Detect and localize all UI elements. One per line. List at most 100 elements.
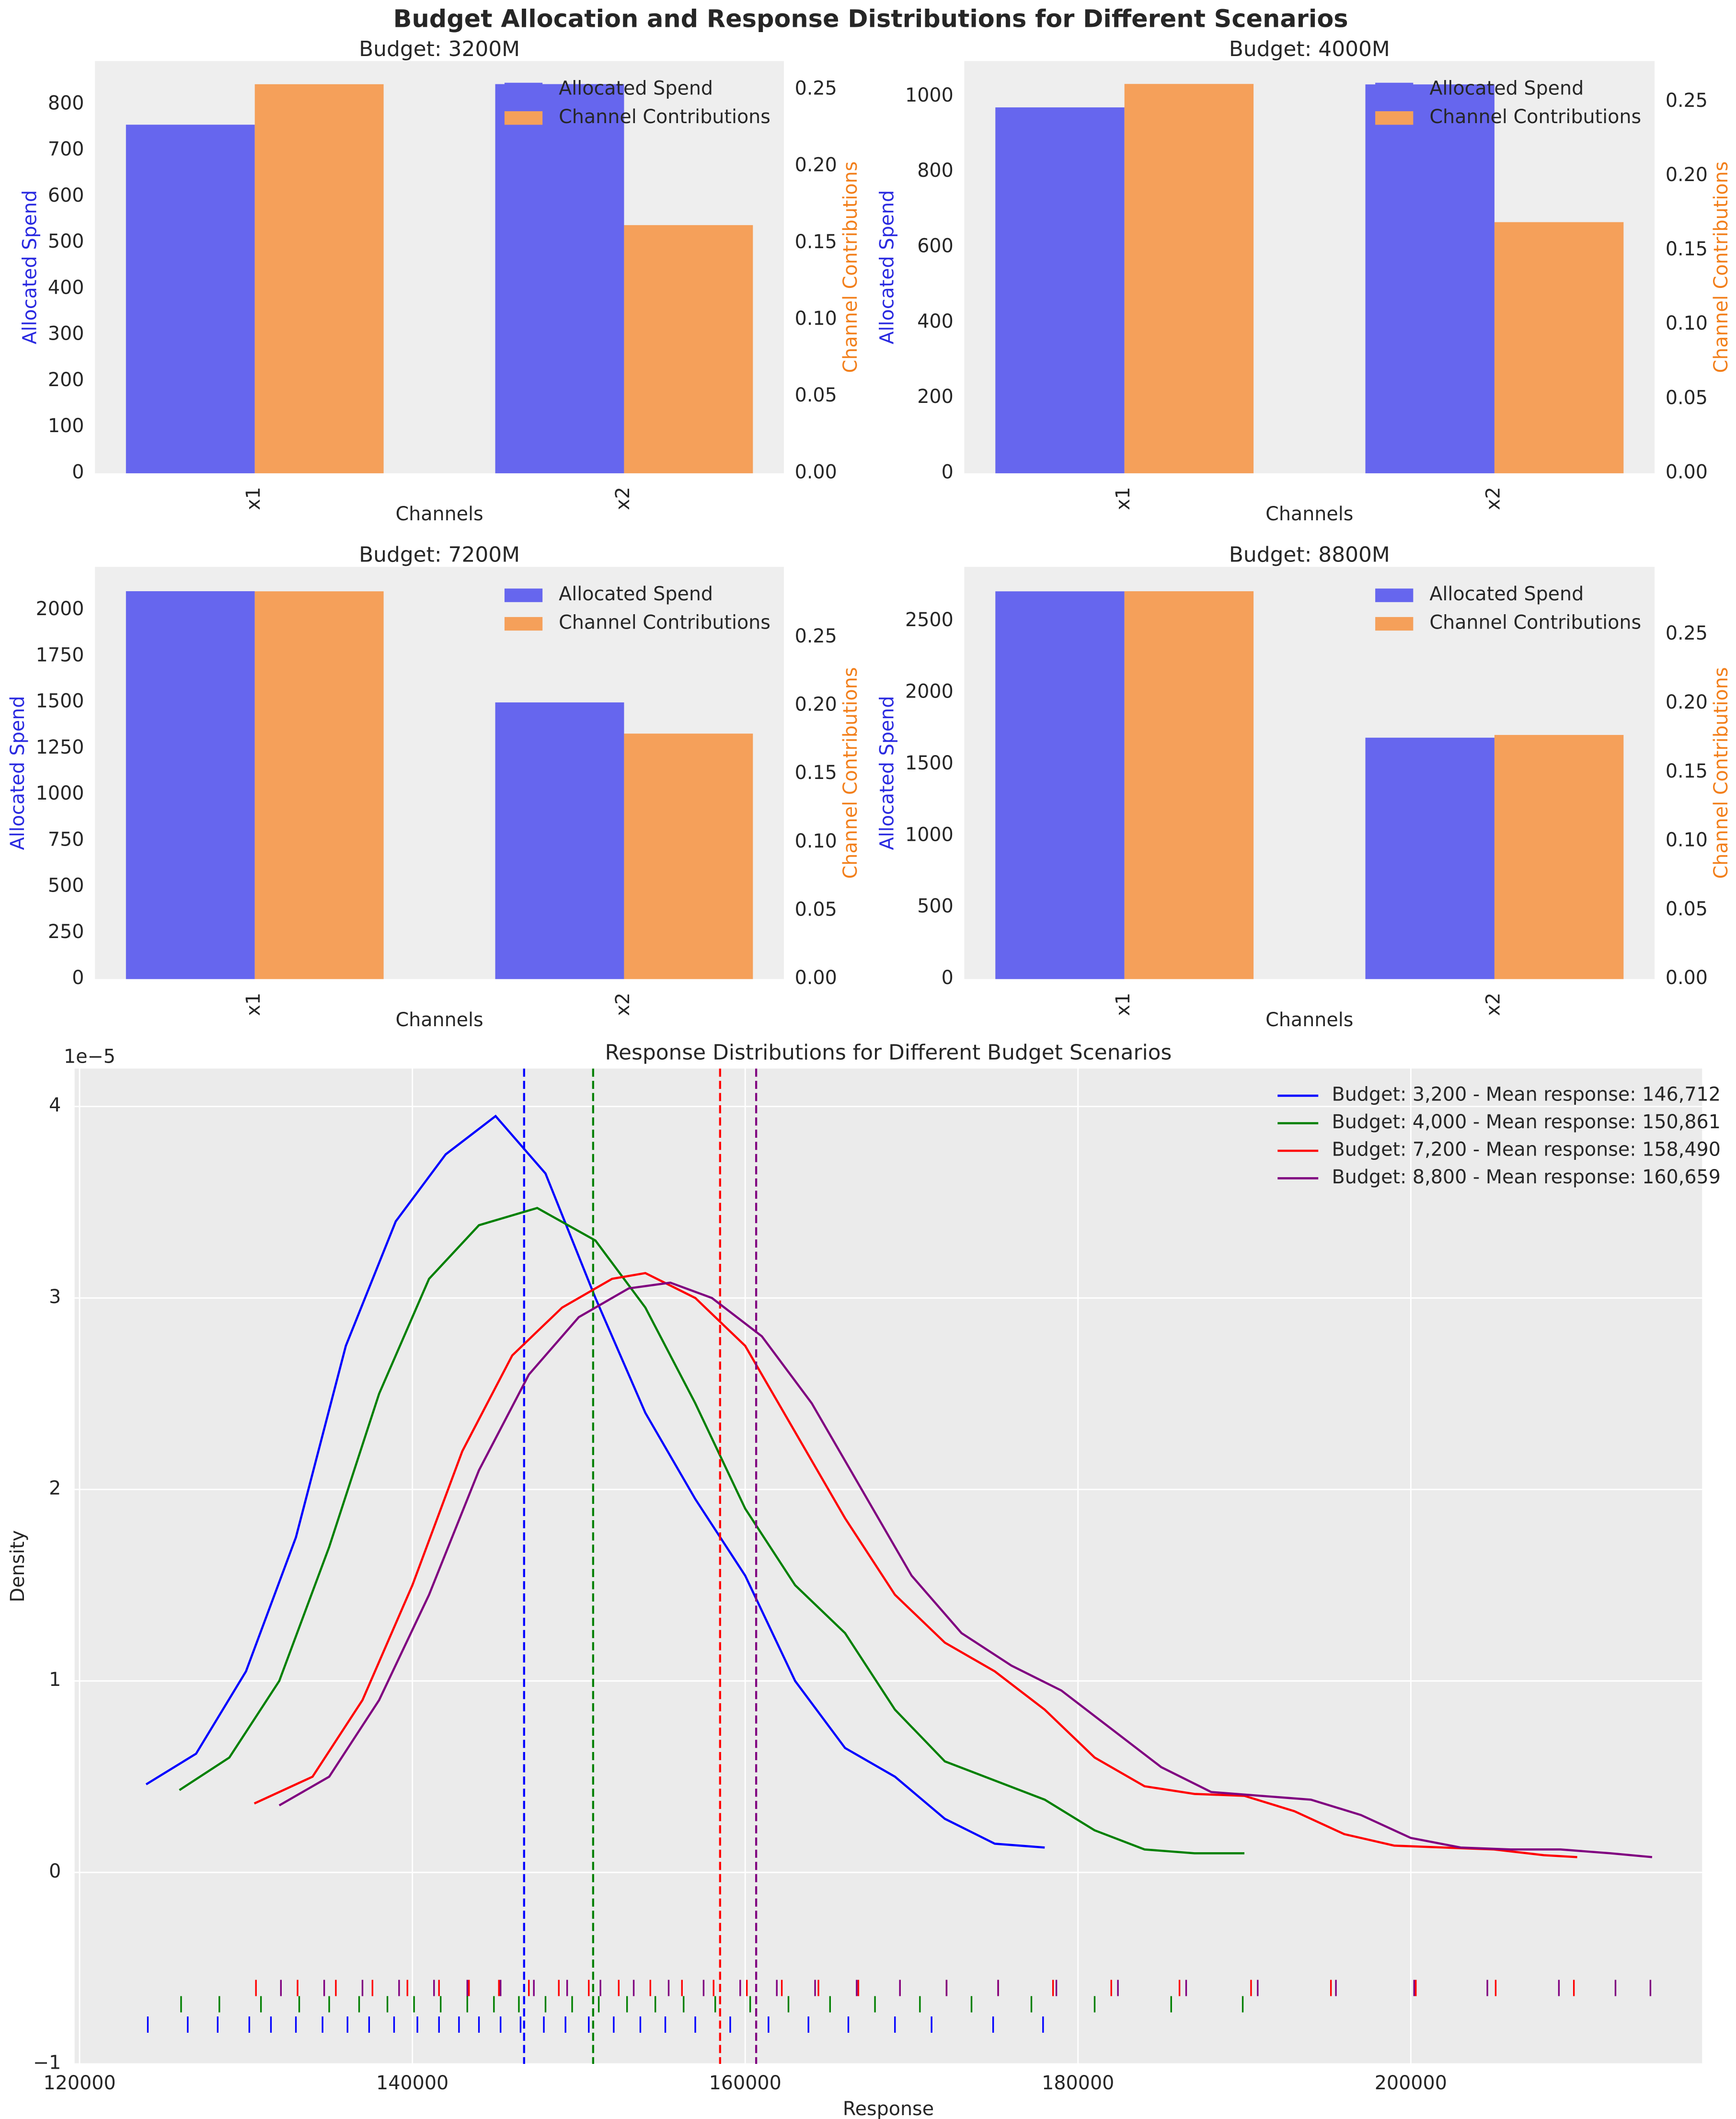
- x-axis-label: Channels: [1265, 1009, 1353, 1031]
- y2-tick-label: 0.10: [795, 830, 837, 852]
- y-tick-label: 1500: [905, 752, 954, 774]
- y-tick-label: 0: [72, 967, 84, 989]
- y-tick-label: 2000: [36, 598, 84, 620]
- y-tick-label: 2: [49, 1477, 61, 1499]
- y2-tick-label: 0.20: [795, 154, 837, 176]
- y-tick-label: 800: [917, 160, 954, 182]
- bar: [1365, 737, 1495, 979]
- y2-tick-label: 0.15: [1666, 760, 1708, 782]
- bar: [995, 107, 1125, 473]
- legend-swatch: [1375, 617, 1414, 631]
- y-tick-label: 600: [48, 184, 84, 206]
- y-tick-label: 4: [49, 1094, 61, 1116]
- y2-tick-label: 0.00: [795, 967, 837, 989]
- bar: [995, 591, 1125, 979]
- legend-label: Allocated Spend: [1429, 583, 1584, 605]
- y-tick-label: 0: [72, 461, 84, 483]
- chart-title: Budget: 7200M: [359, 543, 520, 567]
- y2-tick-label: 0.05: [795, 384, 837, 406]
- density-curve: [253, 1271, 1577, 1858]
- y-tick-label: 0: [942, 461, 954, 483]
- bar: [1124, 591, 1254, 979]
- legend-label: Channel Contributions: [559, 612, 770, 634]
- legend-label: Channel Contributions: [559, 106, 770, 128]
- bar: [1494, 735, 1624, 979]
- y-tick-label: 1: [49, 1669, 61, 1691]
- y2-axis-label: Channel Contributions: [1710, 161, 1732, 373]
- legend-label: Budget: 3,200 - Mean response: 146,712: [1332, 1084, 1721, 1106]
- y-offset-label: 1e−5: [64, 1045, 115, 1067]
- x-tick-label: x1: [1112, 993, 1134, 1016]
- chart-title: Budget: 8800M: [1229, 543, 1390, 567]
- y-tick-label: 1000: [36, 782, 84, 804]
- y-tick-label: 250: [48, 921, 84, 943]
- y-tick-label: 1250: [36, 736, 84, 758]
- y-axis-label: Density: [7, 1530, 29, 1603]
- legend-label: Allocated Spend: [1429, 77, 1584, 99]
- y-tick-label: 1500: [36, 690, 84, 712]
- y2-axis-label: Channel Contributions: [1710, 667, 1732, 879]
- bar: [1494, 222, 1624, 473]
- legend-label: Budget: 8,800 - Mean response: 160,659: [1332, 1166, 1721, 1188]
- y2-tick-label: 0.20: [1666, 164, 1708, 186]
- legend-label: Allocated Spend: [559, 77, 713, 99]
- legend-label: Budget: 7,200 - Mean response: 158,490: [1332, 1138, 1721, 1160]
- bar: [495, 702, 624, 979]
- bar: [624, 733, 753, 979]
- legend-label: Channel Contributions: [1429, 612, 1641, 634]
- y-tick-label: 750: [48, 828, 84, 850]
- x-tick-label: x1: [242, 487, 264, 510]
- x-axis-label: Response: [843, 2098, 934, 2119]
- y-tick-label: 200: [48, 369, 84, 391]
- legend-swatch: [504, 111, 543, 125]
- legend-swatch: [1375, 111, 1414, 125]
- x-tick-label: x2: [612, 993, 634, 1016]
- y-tick-label: 2500: [905, 609, 954, 631]
- x-axis-label: Channels: [395, 1009, 483, 1031]
- y2-tick-label: 0.10: [1666, 829, 1708, 851]
- chart-title: Response Distributions for Different Bud…: [605, 1040, 1172, 1065]
- y-tick-label: 1750: [36, 644, 84, 666]
- bar: [126, 125, 255, 473]
- y-tick-label: 500: [48, 875, 84, 897]
- y-tick-label: 800: [48, 92, 84, 114]
- plot-background: [74, 1068, 1702, 2064]
- x-tick-label: 160000: [709, 2072, 782, 2094]
- legend-label: Channel Contributions: [1429, 106, 1641, 128]
- legend-swatch: [1375, 588, 1414, 602]
- y2-tick-label: 0.05: [1666, 387, 1708, 409]
- y-tick-label: 0: [49, 1860, 61, 1882]
- y-tick-label: 700: [48, 138, 84, 160]
- y-tick-label: 100: [48, 415, 84, 437]
- chart-title: Budget: 4000M: [1229, 37, 1390, 61]
- bar: [126, 591, 255, 979]
- legend-label: Budget: 4,000 - Mean response: 150,861: [1332, 1111, 1721, 1133]
- y2-tick-label: 0.10: [1666, 312, 1708, 334]
- y-tick-label: 1000: [905, 84, 954, 106]
- y-axis-label: Allocated Spend: [876, 696, 898, 850]
- x-tick-label: 180000: [1042, 2072, 1114, 2094]
- y2-axis-label: Channel Contributions: [839, 161, 862, 373]
- y-tick-label: 400: [48, 276, 84, 298]
- y-tick-label: 200: [917, 386, 954, 408]
- y2-tick-label: 0.20: [1666, 691, 1708, 713]
- y2-tick-label: 0.25: [795, 625, 837, 647]
- y2-tick-label: 0.10: [795, 308, 837, 330]
- x-tick-label: 120000: [43, 2072, 115, 2094]
- figure-title: Budget Allocation and Response Distribut…: [393, 5, 1348, 34]
- x-tick-label: 140000: [376, 2072, 448, 2094]
- y2-tick-label: 0.05: [1666, 898, 1708, 920]
- x-tick-label: 200000: [1375, 2072, 1447, 2094]
- x-tick-label: x2: [612, 487, 634, 510]
- y2-tick-label: 0.05: [795, 899, 837, 921]
- y2-tick-label: 0.25: [1666, 90, 1708, 112]
- y-tick-label: 500: [917, 895, 954, 917]
- y2-tick-label: 0.25: [795, 78, 837, 100]
- legend-swatch: [504, 588, 543, 602]
- y2-tick-label: 0.00: [1666, 461, 1708, 483]
- legend-swatch: [504, 82, 543, 97]
- x-tick-label: x2: [1482, 993, 1504, 1016]
- density-curve: [278, 1281, 1653, 1858]
- x-axis-label: Channels: [1265, 503, 1353, 525]
